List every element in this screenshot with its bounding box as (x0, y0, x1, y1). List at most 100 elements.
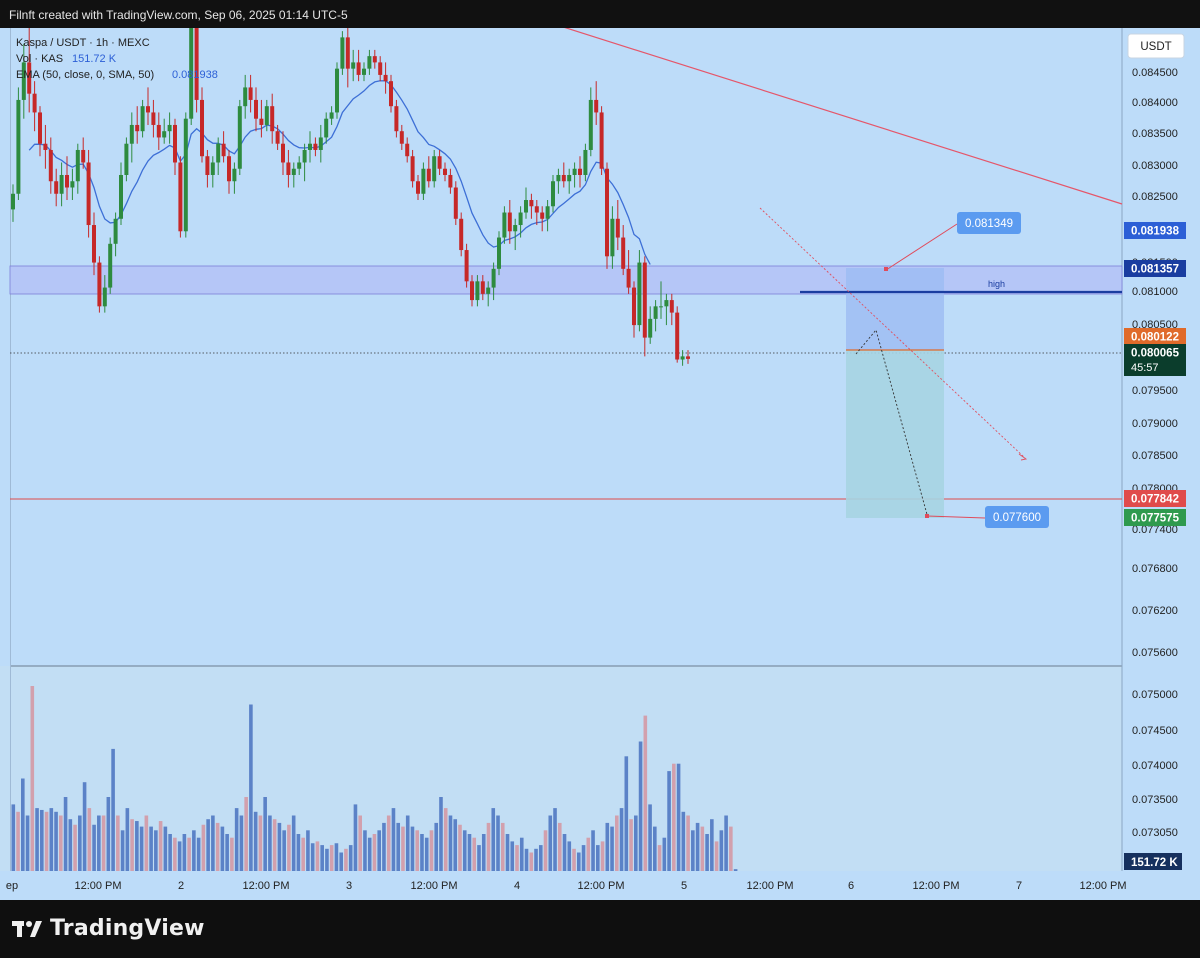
price-chart[interactable]: high 0.081349 0.077600 0.084500 0.084000 0.08… (0, 28, 1200, 900)
y-tick-label: 0.083500 (1132, 128, 1178, 140)
volume-bar (634, 815, 638, 871)
y-tick-label: 0.078500 (1132, 450, 1178, 462)
candle-body (178, 162, 183, 232)
tradingview-brand[interactable]: TradingView (12, 916, 205, 941)
volume-bar (534, 848, 538, 871)
chart-caption: Filnft created with TradingView.com, Sep… (9, 8, 348, 22)
volume-bar (519, 837, 524, 871)
y-tick-label: 0.075600 (1132, 647, 1178, 659)
volume-bar (700, 826, 705, 871)
volume-bar (629, 819, 633, 871)
candle-body (81, 149, 86, 163)
x-tick-label: 2 (178, 880, 184, 892)
candle-body (567, 174, 572, 182)
volume-bar (116, 815, 120, 871)
candle-body (588, 99, 593, 150)
candle-body (572, 168, 577, 175)
volume-bar (505, 834, 510, 871)
candle-body (507, 212, 512, 232)
volume-bar (187, 837, 191, 871)
stop-zone (846, 268, 944, 350)
candle-body (642, 262, 647, 338)
y-tick-label: 0.084500 (1132, 67, 1178, 79)
candle-body (421, 168, 426, 194)
volume-bar (600, 841, 605, 871)
volume-bar (82, 782, 87, 871)
candle-body (534, 206, 539, 213)
candle-body (356, 62, 361, 75)
volume-bar (135, 821, 139, 871)
x-tick-label: 12:00 PM (74, 880, 121, 892)
currency-label: USDT (1140, 41, 1171, 53)
volume-bar (54, 811, 58, 871)
candle-body (551, 181, 555, 207)
volume-bar (182, 834, 187, 871)
callout-anchor-bottom (925, 514, 929, 518)
volume-bar (206, 819, 210, 871)
volume-bar (396, 822, 401, 871)
x-tick-label: 6 (848, 880, 854, 892)
volume-bar (638, 741, 643, 871)
volume-bar (710, 819, 714, 871)
candle-body (686, 356, 690, 359)
volume-bar (572, 848, 576, 871)
candle-body (632, 287, 636, 326)
candle-body (146, 106, 150, 113)
volume-bar (158, 821, 163, 871)
candle-body (162, 131, 167, 138)
volume-bar (624, 756, 629, 871)
candle-body (605, 168, 609, 257)
candle-body (594, 99, 599, 113)
volume-bar (458, 824, 462, 871)
volume-bar (619, 808, 624, 871)
candle-body (540, 212, 545, 219)
volume-bar (695, 822, 700, 871)
candle-body (102, 287, 107, 307)
currency-chip[interactable] (1127, 33, 1185, 59)
candle-body (189, 28, 194, 119)
volume-bar (410, 826, 415, 871)
volume-bar (415, 830, 420, 871)
candle-body (97, 262, 102, 307)
volume-bar (211, 815, 215, 871)
x-tick-label: 7 (1016, 880, 1022, 892)
x-tick-label: 12:00 PM (746, 880, 793, 892)
high-label: high (988, 279, 1005, 289)
candle-body (156, 124, 161, 138)
candle-body (626, 268, 631, 288)
candle-body (302, 149, 307, 163)
candle-body (561, 174, 566, 182)
candle-body (372, 56, 377, 63)
price-label-target2 (1124, 509, 1186, 526)
candle-body (432, 156, 437, 182)
candle-body (54, 181, 59, 194)
candle-body (297, 162, 302, 169)
volume-bar (277, 822, 282, 871)
candle-body (459, 218, 464, 251)
volume-bar (434, 822, 439, 871)
candle-body (113, 218, 118, 244)
volume-bar (714, 841, 719, 871)
candle-body (669, 300, 674, 313)
candle-body (416, 181, 420, 194)
candle-body (21, 62, 26, 100)
volume-bar (643, 715, 648, 871)
volume-bar (496, 815, 500, 871)
candle-body (405, 143, 410, 157)
callout-text-top: 0.081349 (965, 218, 1013, 230)
volume-bar (595, 845, 600, 871)
candle-body (32, 93, 37, 113)
ema-line (28, 80, 651, 265)
volume-bar (363, 830, 367, 871)
volume-bar (472, 837, 477, 871)
candle-body (216, 143, 221, 163)
candle-body (502, 212, 507, 238)
candle-body (75, 149, 80, 182)
candle-body (437, 156, 442, 169)
volume-bar (391, 808, 396, 871)
volume-bar (557, 822, 562, 871)
volume-bar (149, 826, 153, 871)
volume-bar (49, 808, 54, 871)
candle-body (524, 200, 528, 213)
candle-body (70, 181, 75, 188)
